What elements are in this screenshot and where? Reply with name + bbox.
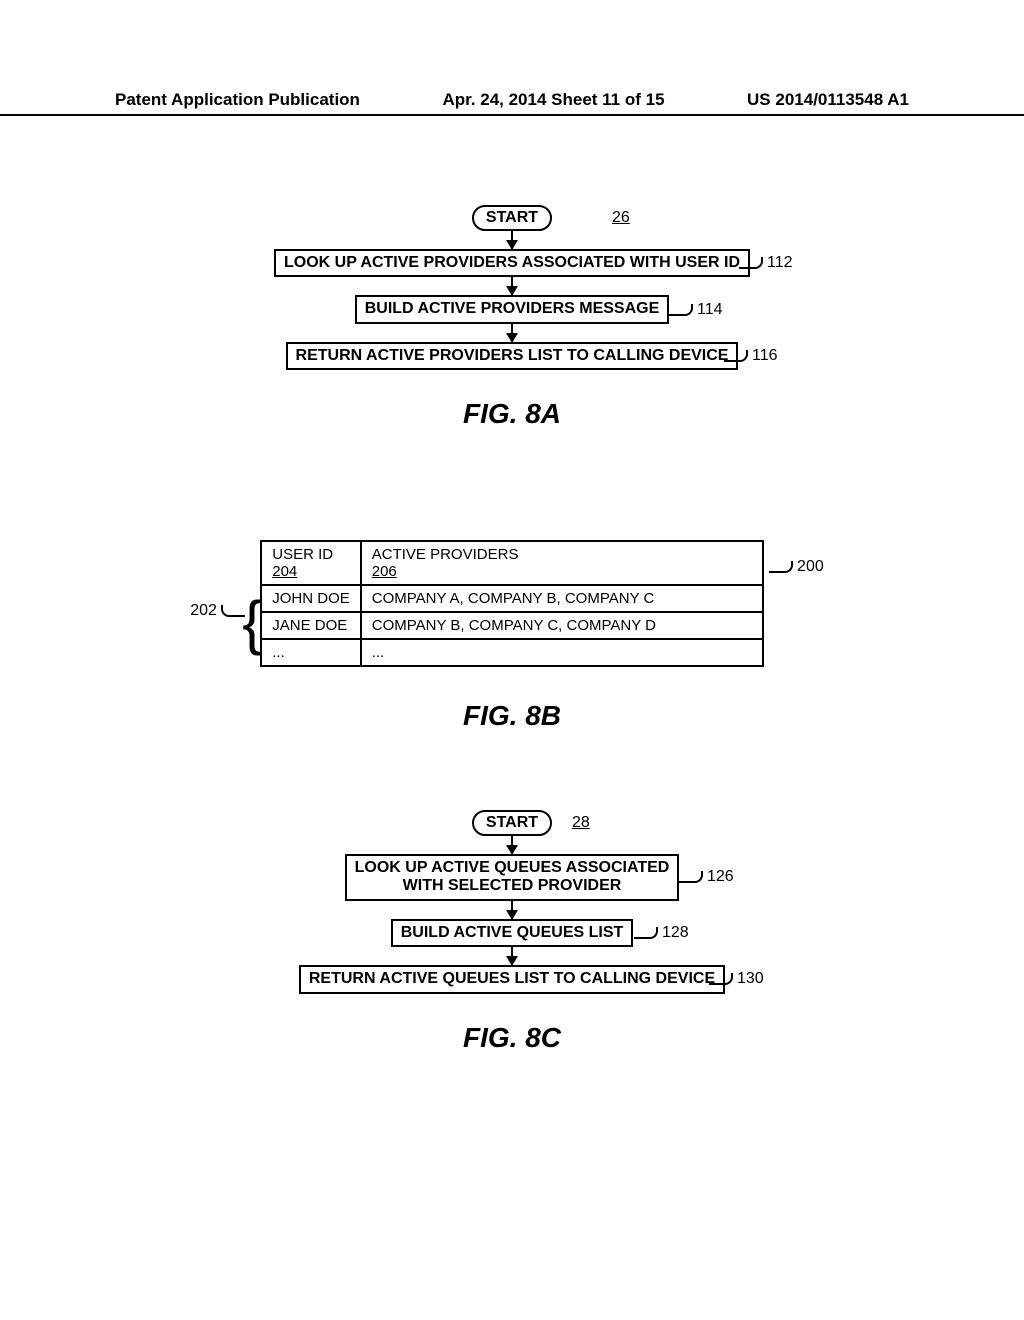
page-header: Patent Application Publication Apr. 24, … xyxy=(0,90,1024,116)
col-header-ref: 204 xyxy=(272,563,297,580)
process-box: LOOK UP ACTIVE PROVIDERS ASSOCIATED WITH… xyxy=(274,249,750,277)
rows-ref-label: 202 xyxy=(190,602,247,620)
fig8a-overall-ref: 26 xyxy=(612,209,630,227)
arrow-icon xyxy=(511,901,513,919)
step-ref-label: 116 xyxy=(722,347,778,365)
ref-number: 112 xyxy=(767,254,793,272)
fig8a-step2-row: BUILD ACTIVE PROVIDERS MESSAGE 114 xyxy=(0,295,1024,323)
step-ref-label: 112 xyxy=(737,254,793,272)
fig8a-start-row: START 26 xyxy=(0,205,1024,231)
cell-providers: ... xyxy=(361,639,763,666)
table-ref-label: 200 xyxy=(767,558,824,576)
ref-number: 202 xyxy=(190,602,217,620)
step-ref-label: 128 xyxy=(632,924,689,942)
figure-label: FIG. 8C xyxy=(0,1022,1024,1054)
table-row: ... ... xyxy=(261,639,763,666)
cell-user: JANE DOE xyxy=(261,612,361,639)
cell-providers: COMPANY A, COMPANY B, COMPANY C xyxy=(361,585,763,612)
col-header-userid: USER ID 204 xyxy=(261,541,361,585)
ref-number: 200 xyxy=(797,558,824,576)
leader-line-icon xyxy=(724,350,748,362)
ref-number: 114 xyxy=(697,301,723,319)
fig8c-step1-row: LOOK UP ACTIVE QUEUES ASSOCIATED WITH SE… xyxy=(0,854,1024,901)
fig8c-start-row: START 28 xyxy=(0,810,1024,836)
table-row: JANE DOE COMPANY B, COMPANY C, COMPANY D xyxy=(261,612,763,639)
process-box: BUILD ACTIVE PROVIDERS MESSAGE xyxy=(355,295,670,323)
table-header-row: USER ID 204 ACTIVE PROVIDERS 206 xyxy=(261,541,763,585)
figure-8a: START 26 LOOK UP ACTIVE PROVIDERS ASSOCI… xyxy=(0,205,1024,430)
start-terminal: START xyxy=(472,205,552,231)
fig8c-step3-row: RETURN ACTIVE QUEUES LIST TO CALLING DEV… xyxy=(0,965,1024,993)
figure-8c: START 28 LOOK UP ACTIVE QUEUES ASSOCIATE… xyxy=(0,810,1024,1054)
header-right: US 2014/0113548 A1 xyxy=(747,90,909,110)
arrow-icon xyxy=(511,324,513,342)
step-ref-label: 130 xyxy=(707,970,764,988)
figure-8b: 202 { USER ID 204 ACTIVE PROVIDERS 206 J… xyxy=(0,540,1024,732)
leader-line-icon xyxy=(739,257,763,269)
header-row: Patent Application Publication Apr. 24, … xyxy=(0,90,1024,110)
start-terminal: START xyxy=(472,810,552,836)
brace-icon: { xyxy=(242,608,262,638)
fig8c-overall-ref: 28 xyxy=(572,814,590,832)
ref-number: 126 xyxy=(707,868,734,886)
process-box: RETURN ACTIVE PROVIDERS LIST TO CALLING … xyxy=(286,342,739,370)
arrow-icon xyxy=(511,836,513,854)
figure-label: FIG. 8A xyxy=(0,398,1024,430)
page: Patent Application Publication Apr. 24, … xyxy=(0,0,1024,1320)
col-header-providers: ACTIVE PROVIDERS 206 xyxy=(361,541,763,585)
fig8a-step3-row: RETURN ACTIVE PROVIDERS LIST TO CALLING … xyxy=(0,342,1024,370)
figure-label: FIG. 8B xyxy=(0,700,1024,732)
step-ref-label: 126 xyxy=(677,868,734,886)
col-header-label: ACTIVE PROVIDERS xyxy=(372,546,752,563)
ref-number: 130 xyxy=(737,970,764,988)
leader-line-icon xyxy=(669,304,693,316)
leader-line-icon xyxy=(709,973,733,985)
table-wrapper: 202 { USER ID 204 ACTIVE PROVIDERS 206 J… xyxy=(260,540,764,667)
ref-number: 116 xyxy=(752,347,778,365)
cell-user: ... xyxy=(261,639,361,666)
header-center: Apr. 24, 2014 Sheet 11 of 15 xyxy=(442,90,664,110)
process-box: BUILD ACTIVE QUEUES LIST xyxy=(391,919,634,947)
header-left: Patent Application Publication xyxy=(115,90,360,110)
step-ref-label: 114 xyxy=(667,301,723,319)
table-row: JOHN DOE COMPANY A, COMPANY B, COMPANY C xyxy=(261,585,763,612)
ref-number: 128 xyxy=(662,924,689,942)
process-box: LOOK UP ACTIVE QUEUES ASSOCIATED WITH SE… xyxy=(345,854,680,901)
leader-line-icon xyxy=(634,927,658,939)
leader-line-icon xyxy=(679,871,703,883)
fig8c-step2-row: BUILD ACTIVE QUEUES LIST 128 xyxy=(0,919,1024,947)
cell-providers: COMPANY B, COMPANY C, COMPANY D xyxy=(361,612,763,639)
providers-table: USER ID 204 ACTIVE PROVIDERS 206 JOHN DO… xyxy=(260,540,764,667)
arrow-icon xyxy=(511,231,513,249)
arrow-icon xyxy=(511,277,513,295)
leader-line-icon xyxy=(769,561,793,573)
cell-user: JOHN DOE xyxy=(261,585,361,612)
col-header-label: USER ID xyxy=(272,546,350,563)
arrow-icon xyxy=(511,947,513,965)
process-box: RETURN ACTIVE QUEUES LIST TO CALLING DEV… xyxy=(299,965,725,993)
fig8a-step1-row: LOOK UP ACTIVE PROVIDERS ASSOCIATED WITH… xyxy=(0,249,1024,277)
col-header-ref: 206 xyxy=(372,563,397,580)
